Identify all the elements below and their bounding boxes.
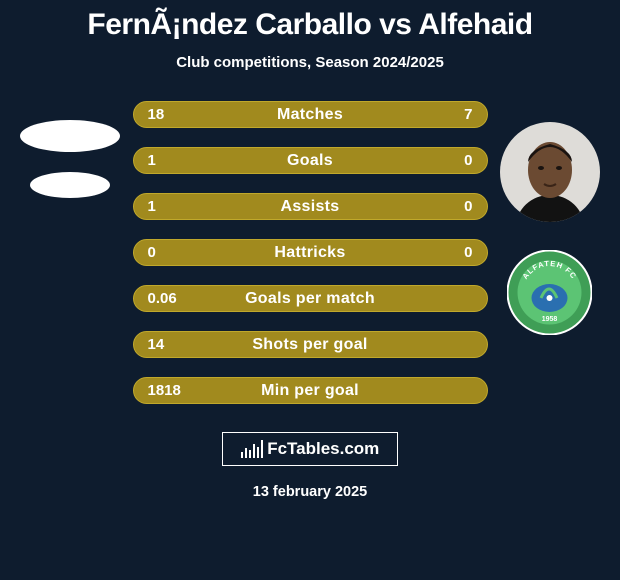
stat-right-value: 0 — [464, 244, 472, 261]
stat-label: Shots per goal — [252, 336, 367, 354]
stat-row: 14 Shots per goal — [133, 331, 488, 358]
subtitle: Club competitions, Season 2024/2025 — [176, 54, 444, 71]
right-player-avatar — [500, 122, 600, 222]
date-label: 13 february 2025 — [253, 484, 367, 500]
right-player-column: ALFATEH FC 1958 — [497, 122, 602, 335]
stat-label: Assists — [280, 198, 339, 216]
stat-row: 1818 Min per goal — [133, 377, 488, 404]
stat-label: Hattricks — [274, 244, 345, 262]
player-portrait-icon — [500, 122, 600, 222]
stat-left-value: 18 — [148, 106, 165, 123]
stat-left-value: 1 — [148, 198, 156, 215]
stat-left-value: 1 — [148, 152, 156, 169]
stat-right-value: 0 — [464, 198, 472, 215]
source-logo: FcTables.com — [222, 432, 398, 466]
stat-label: Goals per match — [245, 290, 375, 308]
right-club-crest: ALFATEH FC 1958 — [507, 250, 592, 335]
stat-right-value: 7 — [464, 106, 472, 123]
stat-row: 0 Hattricks 0 — [133, 239, 488, 266]
stats-list: 18 Matches 7 1 Goals 0 1 Assists 0 0 Hattricks 0 0.0… — [133, 101, 488, 404]
stat-row: 1 Goals 0 — [133, 147, 488, 174]
stat-left-value: 1818 — [148, 382, 181, 399]
crest-year: 1958 — [542, 316, 558, 323]
stat-left-value: 0 — [148, 244, 156, 261]
stat-left-value: 14 — [148, 336, 165, 353]
bars-icon — [241, 440, 264, 458]
source-name: FcTables.com — [267, 439, 379, 459]
stat-left-value: 0.06 — [148, 290, 177, 307]
page-title: FernÃ¡ndez Carballo vs Alfehaid — [87, 8, 532, 42]
stat-label: Goals — [287, 152, 333, 170]
left-avatar-placeholder — [20, 120, 120, 152]
stat-right-value: 0 — [464, 152, 472, 169]
stat-row: 1 Assists 0 — [133, 193, 488, 220]
comparison-card: FernÃ¡ndez Carballo vs Alfehaid Club com… — [0, 0, 620, 580]
stat-row: 18 Matches 7 — [133, 101, 488, 128]
stat-label: Matches — [277, 106, 343, 124]
left-player-column — [20, 120, 120, 198]
stat-row: 0.06 Goals per match — [133, 285, 488, 312]
left-crest-placeholder — [30, 172, 110, 198]
stat-label: Min per goal — [261, 382, 359, 400]
club-crest-icon: ALFATEH FC 1958 — [507, 250, 592, 335]
